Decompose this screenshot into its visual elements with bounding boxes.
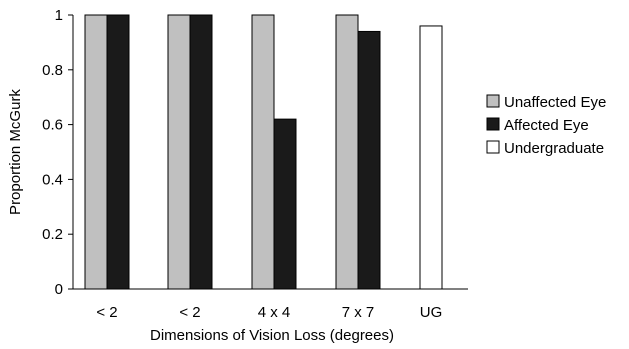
bar-undergraduate [419,25,443,290]
x-axis-label: Dimensions of Vision Loss (degrees) [150,327,394,344]
y-tick-label: 1 [55,7,63,24]
bar-unaffected-eye [167,14,191,290]
bar-affected-eye [357,30,381,290]
bar-affected-eye [106,14,130,290]
legend-swatch [486,140,500,154]
bar-unaffected-eye [84,14,108,290]
y-tick-label: 0 [55,281,63,298]
legend-swatch [486,94,500,108]
y-tick-label: 0.2 [42,226,63,243]
x-tick-label: < 2 [179,304,200,321]
bar-unaffected-eye [335,14,359,290]
legend: Unaffected Eye Affected Eye Undergraduate [486,94,606,157]
bar-affected-eye [189,14,213,290]
legend-label: Undergraduate [504,140,604,157]
legend-swatch [486,117,500,131]
bar-affected-eye [273,118,297,290]
x-tick-label: UG [420,304,443,321]
y-axis-ticks: 0 0.2 0.4 0.6 0.8 1 [42,7,73,298]
x-tick-label: 7 x 7 [342,304,375,321]
x-tick-label: 4 x 4 [258,304,291,321]
x-axis-ticks: < 2 < 2 4 x 4 7 x 7 UG [96,304,442,321]
bars [84,14,443,290]
legend-label: Affected Eye [504,117,589,134]
x-tick-label: < 2 [96,304,117,321]
y-tick-label: 0.8 [42,62,63,79]
legend-label: Unaffected Eye [504,94,606,111]
bar-unaffected-eye [251,14,275,290]
y-tick-label: 0.6 [42,117,63,134]
y-axis-label: Proportion McGurk [7,89,24,215]
y-tick-label: 0.4 [42,171,63,188]
